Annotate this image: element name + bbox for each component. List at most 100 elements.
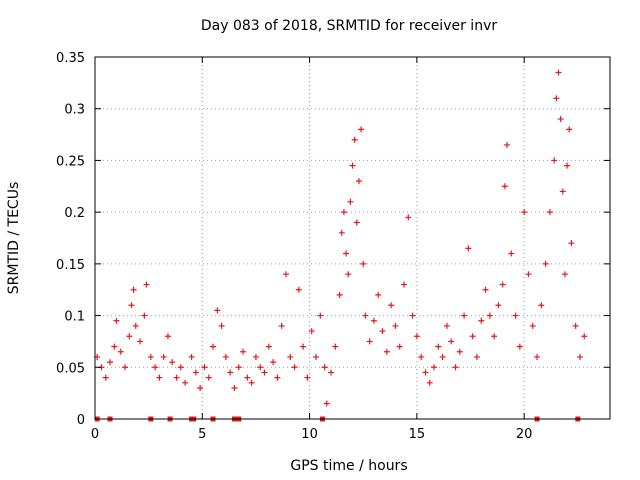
data-point-marker <box>107 359 114 366</box>
data-point-marker <box>227 369 234 376</box>
data-point-marker <box>501 183 508 190</box>
data-point-marker <box>173 374 180 381</box>
data-point-marker <box>572 322 579 329</box>
x-tick-label: 20 <box>516 427 533 442</box>
data-point-marker <box>137 338 144 345</box>
data-point-marker <box>252 353 259 360</box>
data-point-marker <box>321 364 328 371</box>
y-tick-label: 0.2 <box>64 206 85 221</box>
x-tick-label: 5 <box>198 427 206 442</box>
data-point-marker <box>152 364 159 371</box>
data-point-marker <box>345 271 352 278</box>
data-point-marker <box>557 116 564 123</box>
data-point-marker <box>111 343 118 350</box>
data-point-marker <box>113 317 120 324</box>
y-tick-label: 0.15 <box>56 258 85 273</box>
x-tick-label: 0 <box>91 427 99 442</box>
data-point-marker <box>164 333 171 340</box>
data-point-marker <box>304 374 311 381</box>
data-point-marker <box>355 178 362 185</box>
data-point-marker <box>261 369 268 376</box>
data-point-marker <box>143 281 150 288</box>
data-point-marker <box>210 343 217 350</box>
data-point-marker <box>418 353 425 360</box>
data-point-marker <box>231 384 238 391</box>
data-point-marker <box>313 353 320 360</box>
data-point-marker <box>128 302 135 309</box>
data-point-marker <box>278 322 285 329</box>
data-point-marker <box>177 364 184 371</box>
data-point-marker <box>188 353 195 360</box>
data-point-marker <box>422 369 429 376</box>
data-point-marker <box>383 348 390 355</box>
y-tick-label: 0.35 <box>56 51 85 66</box>
data-point-marker <box>469 333 476 340</box>
data-point-marker <box>156 374 163 381</box>
data-point-marker <box>431 364 438 371</box>
data-point-marker <box>435 343 442 350</box>
data-point-marker <box>370 317 377 324</box>
data-point-marker <box>379 328 386 335</box>
data-point-marker <box>291 364 298 371</box>
data-point-marker <box>336 291 343 298</box>
axis-ticks: 0 5 10 15 20 0 0.05 0.1 0.15 0.2 0.25 0.3 0.35 <box>56 51 610 442</box>
data-point-marker <box>147 353 154 360</box>
data-point-marker <box>555 69 562 76</box>
data-point-marker <box>274 374 281 381</box>
data-point-marker <box>235 364 242 371</box>
data-point-marker <box>343 250 350 257</box>
data-points <box>94 69 588 407</box>
data-point-marker <box>328 369 335 376</box>
data-point-marker <box>132 322 139 329</box>
y-axis-label: SRMTID / TECUs <box>6 182 22 295</box>
data-point-marker <box>564 162 571 169</box>
y-tick-label: 0.1 <box>64 310 85 325</box>
data-point-marker <box>534 353 541 360</box>
data-point-marker <box>192 369 199 376</box>
data-point-marker <box>461 312 468 319</box>
data-point-marker <box>244 374 251 381</box>
data-point-marker <box>443 322 450 329</box>
data-point-marker <box>452 364 459 371</box>
data-point-marker <box>409 312 416 319</box>
data-point-marker <box>362 312 369 319</box>
data-point-marker <box>538 302 545 309</box>
data-point-marker <box>568 240 575 247</box>
data-point-marker <box>581 333 588 340</box>
data-point-marker <box>396 343 403 350</box>
data-point-marker <box>353 219 360 226</box>
data-point-marker <box>456 348 463 355</box>
x-tick-label: 10 <box>301 427 318 442</box>
data-point-marker <box>218 322 225 329</box>
data-point-marker <box>529 322 536 329</box>
data-point-marker <box>205 374 212 381</box>
data-point-marker <box>130 286 137 293</box>
data-point-marker <box>282 271 289 278</box>
data-point-marker <box>366 338 373 345</box>
data-point-marker <box>295 286 302 293</box>
data-point-marker <box>491 333 498 340</box>
data-point-marker <box>358 126 365 133</box>
data-point-marker <box>117 348 124 355</box>
data-point-marker <box>338 229 345 236</box>
data-point-marker <box>340 209 347 216</box>
data-point-marker <box>392 322 399 329</box>
data-point-marker <box>197 384 204 391</box>
data-point-marker <box>486 312 493 319</box>
data-point-marker <box>525 271 532 278</box>
data-point-marker <box>465 245 472 252</box>
data-point-marker <box>332 343 339 350</box>
data-point-marker <box>553 95 560 102</box>
data-point-marker <box>141 312 148 319</box>
data-point-marker <box>375 291 382 298</box>
data-point-marker <box>126 333 133 340</box>
data-point-marker <box>201 364 208 371</box>
data-point-marker <box>542 260 549 267</box>
data-point-marker <box>473 353 480 360</box>
data-point-marker <box>265 343 272 350</box>
plot-frame <box>94 56 611 420</box>
y-tick-label: 0.3 <box>64 103 85 118</box>
data-point-marker <box>508 250 515 257</box>
data-point-marker <box>300 343 307 350</box>
